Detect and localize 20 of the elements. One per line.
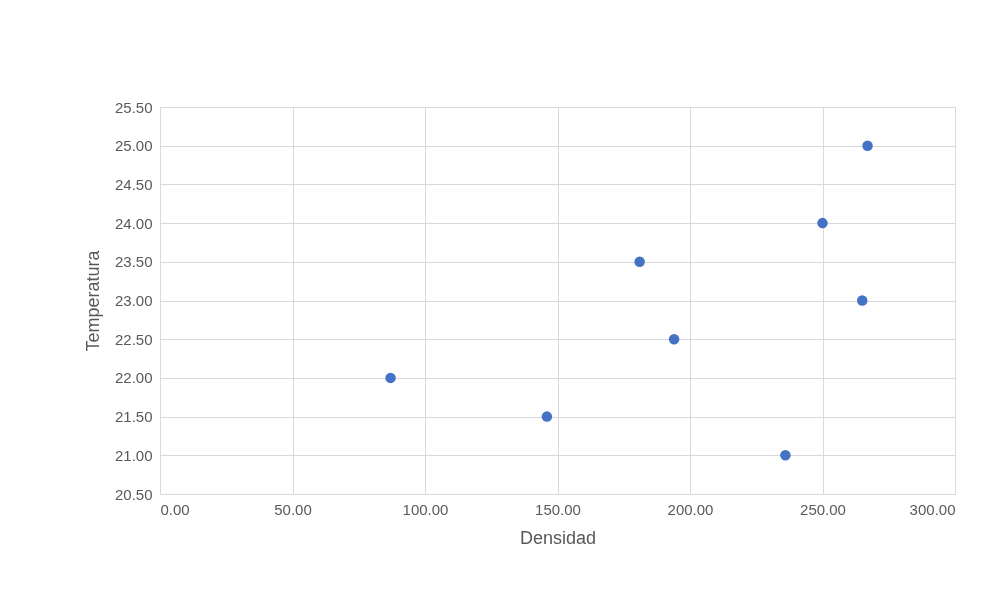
y-tick-label: 21.00 bbox=[114, 446, 153, 464]
x-tick-label: 200.00 bbox=[667, 500, 714, 518]
y-tick-label: 25.50 bbox=[114, 98, 153, 116]
y-tick-label: 23.00 bbox=[114, 292, 153, 309]
y-tick-label: 22.50 bbox=[114, 330, 153, 348]
y-tick-label: 24.00 bbox=[114, 214, 153, 232]
x-tick-label: 150.00 bbox=[535, 500, 581, 518]
x-tick-label: 100.00 bbox=[402, 500, 449, 518]
x-tick-label: 250.00 bbox=[800, 500, 846, 518]
x-tick-label: 50.00 bbox=[274, 500, 312, 518]
y-tick-label: 21.50 bbox=[114, 408, 153, 426]
y-tick-label: 20.50 bbox=[114, 485, 153, 503]
y-axis-title: Temperatura bbox=[82, 249, 103, 352]
x-axis-title: Densidad bbox=[519, 527, 597, 548]
x-tick-label: 0.00 bbox=[160, 500, 190, 518]
y-tick-label: 25.00 bbox=[114, 137, 153, 155]
y-tick-label: 22.00 bbox=[114, 369, 153, 387]
y-tick-label: 23.50 bbox=[114, 253, 153, 271]
y-tick-label: 24.50 bbox=[114, 175, 153, 193]
x-tick-label: 300.00 bbox=[909, 500, 956, 518]
